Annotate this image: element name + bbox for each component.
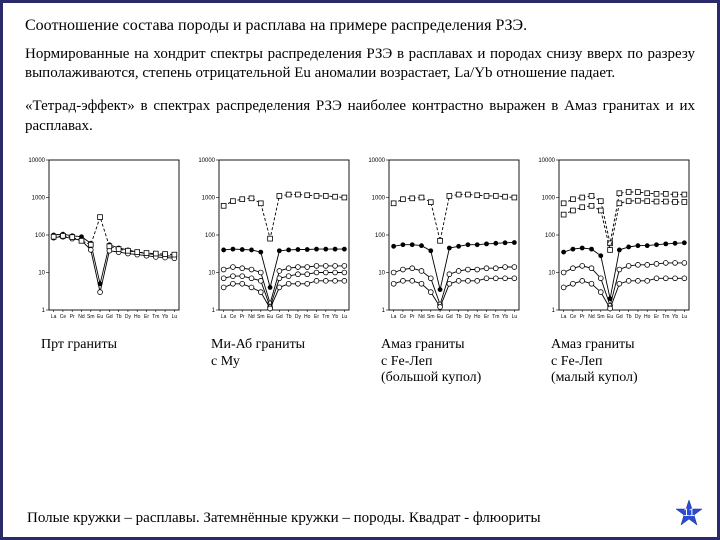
- svg-text:Ho: Ho: [474, 314, 481, 320]
- svg-text:Yb: Yb: [332, 314, 338, 320]
- chart-cell-2: 1 10 100 1000 10000 LaCePrNdSmEuGdTbDyHoErTmY…: [195, 150, 355, 387]
- page-number: 11: [683, 507, 694, 519]
- svg-text:Tb: Tb: [286, 314, 292, 320]
- svg-text:Pr: Pr: [70, 314, 75, 320]
- svg-text:Gd: Gd: [106, 314, 113, 320]
- svg-text:Lu: Lu: [682, 314, 688, 320]
- svg-text:1: 1: [382, 308, 386, 314]
- chart-3: 1 10 100 1000 10000 LaCePrNdSmEuGdTbDyHoErTmY…: [365, 150, 525, 325]
- svg-text:Nd: Nd: [78, 314, 85, 320]
- svg-text:Sm: Sm: [257, 314, 265, 320]
- slide-frame: Соотношение состава породы и расплава на…: [0, 0, 720, 540]
- paragraph-1: Нормированные на хондрит спектры распред…: [25, 45, 695, 83]
- svg-text:La: La: [221, 314, 227, 320]
- svg-text:Nd: Nd: [418, 314, 425, 320]
- charts-row: 110100100010000LaCePrNdSmEuGdTbDyHoErTmY…: [25, 150, 695, 387]
- svg-text:Tb: Tb: [116, 314, 122, 320]
- svg-text:La: La: [391, 314, 397, 320]
- svg-text:10: 10: [548, 270, 555, 276]
- svg-text:Er: Er: [144, 314, 149, 320]
- svg-text:Eu: Eu: [267, 314, 273, 320]
- svg-text:100: 100: [205, 233, 216, 239]
- svg-text:Eu: Eu: [97, 314, 103, 320]
- svg-text:10: 10: [38, 270, 45, 276]
- svg-text:Lu: Lu: [342, 314, 348, 320]
- svg-text:10: 10: [208, 270, 215, 276]
- svg-text:Ho: Ho: [644, 314, 651, 320]
- chart-caption-4: Амаз граниты с Fe-Леп (малый купол): [535, 337, 695, 387]
- svg-text:Ce: Ce: [400, 314, 407, 320]
- svg-text:1000: 1000: [372, 195, 386, 201]
- chart-caption-1: Прт граниты: [25, 337, 185, 354]
- svg-text:Pr: Pr: [580, 314, 585, 320]
- svg-text:Tm: Tm: [492, 314, 499, 320]
- chart-4: 1 10 100 1000 10000 LaCePrNdSmEuGdTbDyHoErTmY…: [535, 150, 695, 325]
- svg-text:10: 10: [378, 270, 385, 276]
- svg-text:100: 100: [375, 233, 386, 239]
- svg-text:Dy: Dy: [295, 314, 302, 320]
- svg-text:Dy: Dy: [465, 314, 472, 320]
- svg-text:Yb: Yb: [502, 314, 508, 320]
- svg-text:Tb: Tb: [456, 314, 462, 320]
- svg-text:Yb: Yb: [162, 314, 168, 320]
- chart-cell-3: 1 10 100 1000 10000 LaCePrNdSmEuGdTbDyHoErTmY…: [365, 150, 525, 387]
- svg-text:Er: Er: [654, 314, 659, 320]
- svg-text:Nd: Nd: [588, 314, 595, 320]
- svg-text:10000: 10000: [538, 158, 555, 164]
- chart-caption-3: Амаз граниты с Fe-Леп (большой купол): [365, 337, 525, 387]
- svg-text:10000: 10000: [368, 158, 385, 164]
- svg-text:Ce: Ce: [230, 314, 237, 320]
- svg-text:Ho: Ho: [304, 314, 311, 320]
- chart-2: 1 10 100 1000 10000 LaCePrNdSmEuGdTbDyHoErTmY…: [195, 150, 355, 325]
- svg-text:Eu: Eu: [607, 314, 613, 320]
- legend-line: Полые кружки – расплавы. Затемнённые кру…: [27, 510, 667, 527]
- svg-text:Nd: Nd: [248, 314, 255, 320]
- svg-text:Sm: Sm: [87, 314, 95, 320]
- svg-text:10000: 10000: [28, 158, 45, 164]
- svg-text:Eu: Eu: [437, 314, 443, 320]
- svg-text:La: La: [561, 314, 567, 320]
- svg-text:1: 1: [42, 308, 46, 314]
- svg-text:Tm: Tm: [152, 314, 159, 320]
- svg-text:Tm: Tm: [662, 314, 669, 320]
- svg-text:1000: 1000: [542, 195, 556, 201]
- svg-text:Tm: Tm: [322, 314, 329, 320]
- svg-text:Yb: Yb: [672, 314, 678, 320]
- svg-text:Er: Er: [314, 314, 319, 320]
- chart-cell-4: 1 10 100 1000 10000 LaCePrNdSmEuGdTbDyHoErTmY…: [535, 150, 695, 387]
- svg-text:Dy: Dy: [635, 314, 642, 320]
- slide-title: Соотношение состава породы и расплава на…: [25, 17, 695, 35]
- svg-text:Pr: Pr: [410, 314, 415, 320]
- svg-text:1000: 1000: [32, 195, 46, 201]
- chart-caption-2: Ми-Аб граниты с Му: [195, 337, 355, 371]
- chart-cell-1: 1 10 100 1000 10000 LaCePrNdSmEuGdTbDyHoErTmY…: [25, 150, 185, 387]
- svg-text:Gd: Gd: [616, 314, 623, 320]
- svg-text:Ce: Ce: [60, 314, 67, 320]
- svg-text:Tb: Tb: [626, 314, 632, 320]
- svg-text:Lu: Lu: [512, 314, 518, 320]
- svg-text:Pr: Pr: [240, 314, 245, 320]
- svg-text:1: 1: [212, 308, 216, 314]
- svg-text:Dy: Dy: [125, 314, 132, 320]
- svg-text:Gd: Gd: [446, 314, 453, 320]
- svg-text:1000: 1000: [202, 195, 216, 201]
- page-badge: 11: [675, 499, 703, 527]
- chart-1: 1 10 100 1000 10000 LaCePrNdSmEuGdTbDyHoErTmY…: [25, 150, 185, 325]
- svg-text:100: 100: [35, 233, 46, 239]
- svg-text:Sm: Sm: [597, 314, 605, 320]
- svg-text:Sm: Sm: [427, 314, 435, 320]
- svg-text:Ce: Ce: [570, 314, 577, 320]
- svg-text:100: 100: [545, 233, 556, 239]
- paragraph-2: «Тетрад-эффект» в спектрах распределения…: [25, 97, 695, 135]
- svg-text:Er: Er: [484, 314, 489, 320]
- svg-text:10000: 10000: [198, 158, 215, 164]
- svg-text:Gd: Gd: [276, 314, 283, 320]
- svg-text:Ho: Ho: [134, 314, 141, 320]
- svg-text:1: 1: [552, 308, 556, 314]
- svg-text:La: La: [51, 314, 57, 320]
- svg-text:Lu: Lu: [172, 314, 178, 320]
